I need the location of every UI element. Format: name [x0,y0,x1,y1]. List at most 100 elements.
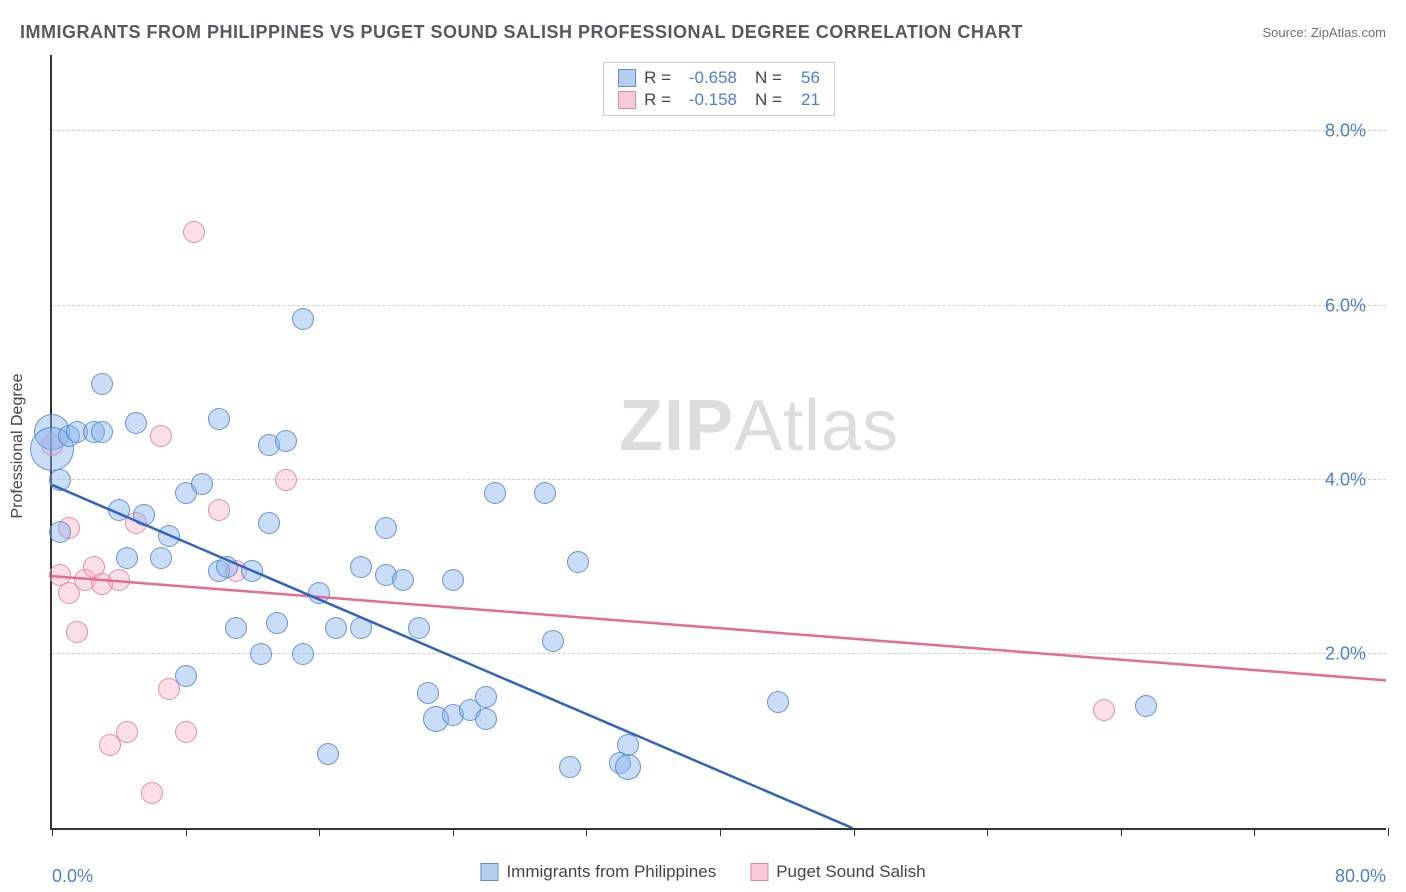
x-tick [586,828,587,836]
gridline [52,130,1386,131]
scatter-point [1135,695,1157,717]
scatter-point [150,425,172,447]
scatter-point [91,421,113,443]
scatter-point [308,582,330,604]
scatter-point [292,643,314,665]
r-value-pink: -0.158 [679,90,737,110]
scatter-point [49,469,71,491]
scatter-point [350,617,372,639]
scatter-point [49,521,71,543]
scatter-point [567,551,589,573]
legend-label-pink: Puget Sound Salish [776,862,925,882]
watermark-light: Atlas [734,386,899,466]
scatter-point [534,482,556,504]
legend-stats: R = -0.658 N = 56 R = -0.158 N = 21 [603,62,835,116]
scatter-point [125,412,147,434]
r-label: R = [644,90,671,110]
plot-area: ZIPAtlas R = -0.658 N = 56 R = -0.158 N … [50,55,1386,830]
scatter-point [617,734,639,756]
scatter-point [266,612,288,634]
x-tick [186,828,187,836]
y-axis-label: Professional Degree [9,374,27,519]
scatter-point [108,569,130,591]
scatter-point [116,721,138,743]
gridline [52,479,1386,480]
legend-item-pink: Puget Sound Salish [750,862,925,882]
legend-label-blue: Immigrants from Philippines [506,862,716,882]
x-tick [319,828,320,836]
scatter-point [225,617,247,639]
scatter-point [1093,699,1115,721]
x-tick [720,828,721,836]
scatter-point [542,630,564,652]
scatter-point [417,682,439,704]
scatter-point [442,569,464,591]
x-tick [453,828,454,836]
scatter-point [767,691,789,713]
scatter-point [475,686,497,708]
x-tick [1121,828,1122,836]
scatter-point [484,482,506,504]
scatter-point [91,373,113,395]
swatch-pink [618,91,636,109]
x-tick [1388,828,1389,836]
n-value-pink: 21 [790,90,820,110]
watermark: ZIPAtlas [619,385,899,467]
legend-stats-row-blue: R = -0.658 N = 56 [618,67,820,89]
swatch-blue [480,863,498,881]
scatter-point [275,430,297,452]
gridline [52,305,1386,306]
scatter-point [350,556,372,578]
scatter-point [292,308,314,330]
scatter-point [208,408,230,430]
trend-line [52,576,1386,680]
scatter-point [183,221,205,243]
n-value-blue: 56 [790,68,820,88]
scatter-point [275,469,297,491]
scatter-point [615,754,641,780]
scatter-point [150,547,172,569]
scatter-point [208,499,230,521]
watermark-bold: ZIP [619,386,734,466]
scatter-point [392,569,414,591]
scatter-point [317,743,339,765]
swatch-blue [618,69,636,87]
y-tick-label: 8.0% [1325,121,1366,142]
scatter-point [325,617,347,639]
legend-stats-row-pink: R = -0.158 N = 21 [618,89,820,111]
r-label: R = [644,68,671,88]
r-value-blue: -0.658 [679,68,737,88]
legend-series: Immigrants from Philippines Puget Sound … [480,862,925,882]
scatter-point [375,517,397,539]
scatter-point [408,617,430,639]
scatter-point [175,721,197,743]
n-label: N = [755,68,782,88]
n-label: N = [755,90,782,110]
x-tick [987,828,988,836]
scatter-point [108,499,130,521]
scatter-point [116,547,138,569]
y-tick-label: 2.0% [1325,643,1366,664]
scatter-point [250,643,272,665]
scatter-point [559,756,581,778]
y-tick-label: 4.0% [1325,469,1366,490]
scatter-point [133,504,155,526]
y-tick-label: 6.0% [1325,295,1366,316]
x-axis-max-label: 80.0% [1335,866,1386,887]
x-tick [1254,828,1255,836]
scatter-point [475,708,497,730]
scatter-point [241,560,263,582]
x-tick [854,828,855,836]
scatter-point [191,473,213,495]
scatter-point [141,782,163,804]
scatter-point [258,512,280,534]
legend-item-blue: Immigrants from Philippines [480,862,716,882]
source-attribution: Source: ZipAtlas.com [1262,25,1386,40]
swatch-pink [750,863,768,881]
x-tick [52,828,53,836]
scatter-point [158,525,180,547]
scatter-point [66,621,88,643]
x-axis-min-label: 0.0% [52,866,93,887]
scatter-point [175,665,197,687]
scatter-point [216,556,238,578]
